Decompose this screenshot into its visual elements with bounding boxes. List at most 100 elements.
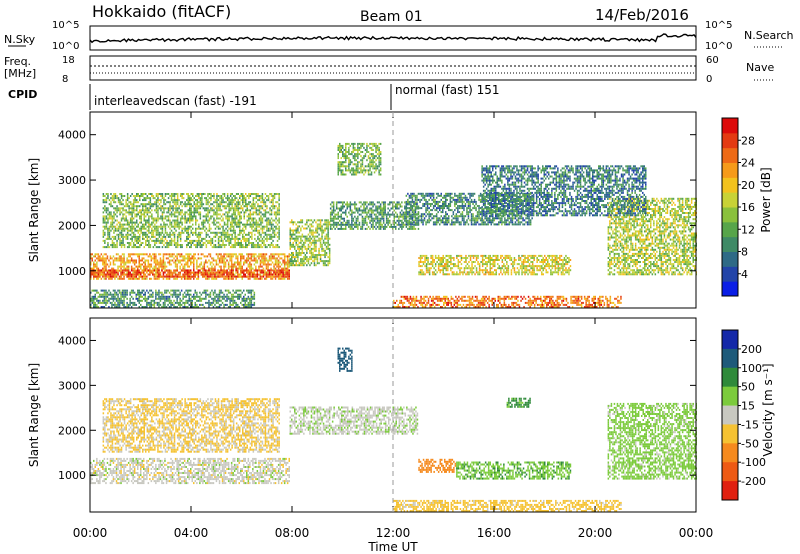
- range-gate-cell: [138, 242, 140, 244]
- range-gate-cell: [150, 224, 152, 226]
- range-gate-cell: [96, 268, 98, 270]
- range-gate-cell: [145, 228, 147, 230]
- range-gate-cell: [148, 201, 150, 203]
- range-gate-cell: [197, 242, 199, 244]
- range-gate-cell: [183, 218, 185, 220]
- range-gate-cell: [119, 255, 121, 257]
- range-gate-cell: [192, 234, 194, 236]
- range-gate-cell: [156, 232, 158, 234]
- range-gate-cell: [107, 230, 109, 232]
- range-gate-cell: [161, 266, 163, 268]
- range-gate-cell: [239, 274, 241, 276]
- range-gate-cell: [245, 276, 247, 278]
- range-gate-cell: [282, 278, 284, 280]
- range-gate-cell: [148, 255, 150, 257]
- range-gate-cell: [158, 268, 160, 270]
- range-gate-cell: [198, 224, 200, 226]
- range-gate-cell: [199, 257, 201, 259]
- range-gate-cell: [260, 278, 262, 280]
- range-gate-cell: [116, 269, 118, 271]
- range-gate-cell: [123, 262, 125, 264]
- range-gate-cell: [248, 276, 250, 278]
- range-gate-cell: [109, 232, 111, 234]
- range-gate-cell: [180, 222, 182, 224]
- range-gate-cell: [197, 244, 199, 246]
- range-gate-cell: [181, 276, 183, 278]
- range-gate-cell: [276, 272, 278, 274]
- range-gate-cell: [182, 270, 184, 272]
- range-gate-cell: [154, 224, 156, 226]
- range-gate-cell: [139, 269, 141, 271]
- range-gate-cell: [163, 236, 165, 238]
- range-gate-cell: [202, 268, 204, 270]
- range-gate-cell: [139, 205, 141, 207]
- range-gate-cell: [106, 226, 108, 228]
- range-gate-cell: [145, 215, 147, 217]
- range-gate-cell: [160, 272, 162, 274]
- range-gate-cell: [185, 253, 187, 255]
- range-gate-cell: [190, 276, 192, 278]
- range-gate-cell: [239, 266, 241, 268]
- range-gate-cell: [264, 272, 266, 274]
- range-gate-cell: [122, 262, 124, 264]
- range-gate-cell: [203, 207, 205, 209]
- range-gate-cell: [110, 218, 112, 220]
- range-gate-cell: [156, 201, 158, 203]
- range-gate-cell: [179, 253, 181, 255]
- range-gate-cell: [284, 266, 286, 268]
- range-gate-cell: [155, 262, 157, 264]
- range-gate-cell: [156, 199, 158, 201]
- range-gate-cell: [133, 218, 135, 220]
- range-gate-cell: [229, 255, 231, 257]
- range-gate-cell: [212, 203, 214, 205]
- range-gate-cell: [96, 264, 98, 266]
- range-gate-cell: [239, 276, 241, 278]
- range-gate-cell: [185, 276, 187, 278]
- range-gate-cell: [104, 257, 106, 259]
- range-gate-cell: [207, 211, 209, 213]
- range-gate-cell: [158, 253, 160, 255]
- range-gate-cell: [257, 269, 259, 271]
- range-gate-cell: [207, 222, 209, 224]
- range-gate-cell: [210, 240, 212, 242]
- range-gate-cell: [175, 222, 177, 224]
- range-gate-cell: [266, 268, 268, 270]
- range-gate-cell: [160, 257, 162, 259]
- range-gate-cell: [217, 274, 219, 276]
- range-gate-cell: [222, 260, 224, 262]
- range-gate-cell: [201, 262, 203, 264]
- range-gate-cell: [240, 274, 242, 276]
- range-gate-cell: [176, 274, 178, 276]
- range-gate-cell: [150, 203, 152, 205]
- range-gate-cell: [116, 220, 118, 222]
- range-gate-cell: [234, 253, 236, 255]
- range-gate-cell: [217, 276, 219, 278]
- range-gate-cell: [126, 276, 128, 278]
- range-gate-cell: [127, 230, 128, 232]
- range-gate-cell: [136, 274, 138, 276]
- range-gate-cell: [216, 253, 218, 255]
- range-gate-cell: [193, 269, 195, 271]
- range-gate-cell: [128, 209, 130, 211]
- range-gate-cell: [119, 232, 121, 234]
- range-gate-cell: [169, 207, 171, 209]
- range-gate-cell: [267, 274, 269, 276]
- range-gate-cell: [281, 274, 283, 276]
- range-gate-cell: [139, 246, 141, 248]
- range-gate-cell: [134, 230, 136, 232]
- range-gate-cell: [252, 260, 254, 262]
- range-gate-cell: [95, 260, 97, 262]
- range-gate-cell: [221, 236, 223, 238]
- range-gate-cell: [167, 274, 169, 276]
- range-gate-cell: [289, 269, 291, 271]
- range-gate-cell: [187, 274, 189, 276]
- range-gate-cell: [139, 209, 141, 211]
- range-gate-cell: [125, 203, 127, 205]
- range-gate-cell: [115, 195, 117, 197]
- range-gate-cell: [187, 253, 189, 255]
- range-gate-cell: [129, 278, 131, 280]
- range-gate-cell: [248, 264, 250, 266]
- range-gate-cell: [148, 244, 150, 246]
- range-gate-cell: [163, 240, 165, 242]
- range-gate-cell: [101, 274, 103, 276]
